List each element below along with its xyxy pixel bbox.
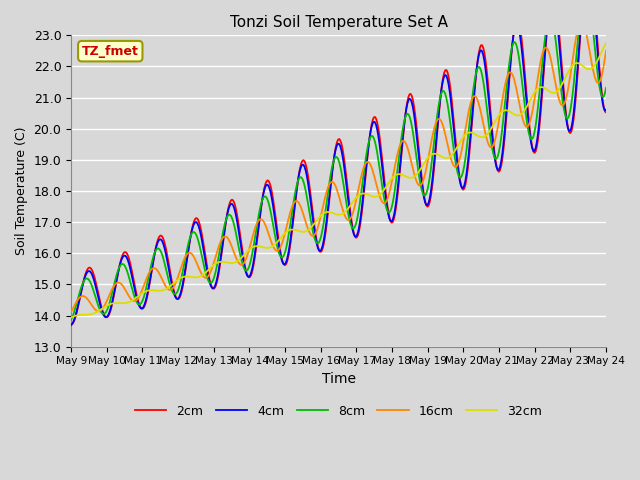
8cm bbox=[602, 85, 610, 91]
Title: Tonzi Soil Temperature Set A: Tonzi Soil Temperature Set A bbox=[230, 15, 447, 30]
32cm bbox=[367, 193, 374, 199]
4cm bbox=[392, 199, 400, 205]
4cm bbox=[553, 17, 561, 23]
16cm bbox=[460, 133, 468, 139]
32cm bbox=[392, 172, 400, 178]
16cm bbox=[67, 309, 75, 315]
32cm bbox=[293, 228, 301, 233]
32cm bbox=[553, 88, 561, 94]
16cm bbox=[553, 88, 561, 94]
4cm bbox=[234, 221, 241, 227]
Text: TZ_fmet: TZ_fmet bbox=[82, 45, 139, 58]
2cm bbox=[67, 322, 75, 328]
8cm bbox=[234, 239, 241, 244]
2cm bbox=[602, 109, 610, 115]
4cm bbox=[460, 183, 468, 189]
32cm bbox=[602, 40, 610, 46]
16cm bbox=[578, 19, 586, 25]
2cm bbox=[460, 186, 468, 192]
Line: 4cm: 4cm bbox=[71, 0, 606, 325]
X-axis label: Time: Time bbox=[322, 372, 356, 386]
8cm bbox=[553, 48, 561, 54]
Line: 32cm: 32cm bbox=[71, 43, 606, 317]
8cm bbox=[293, 182, 301, 188]
16cm bbox=[293, 198, 301, 204]
2cm bbox=[367, 129, 374, 134]
Legend: 2cm, 4cm, 8cm, 16cm, 32cm: 2cm, 4cm, 8cm, 16cm, 32cm bbox=[130, 400, 547, 423]
16cm bbox=[234, 258, 241, 264]
16cm bbox=[392, 157, 400, 163]
2cm bbox=[392, 204, 400, 210]
16cm bbox=[367, 162, 374, 168]
8cm bbox=[367, 134, 374, 140]
4cm bbox=[367, 130, 374, 135]
Line: 2cm: 2cm bbox=[71, 0, 606, 325]
Line: 16cm: 16cm bbox=[71, 22, 606, 312]
4cm bbox=[293, 186, 301, 192]
32cm bbox=[67, 314, 75, 320]
2cm bbox=[553, 7, 561, 13]
32cm bbox=[460, 133, 468, 139]
Y-axis label: Soil Temperature (C): Soil Temperature (C) bbox=[15, 127, 28, 255]
8cm bbox=[392, 178, 400, 183]
2cm bbox=[234, 215, 241, 220]
8cm bbox=[67, 317, 75, 323]
32cm bbox=[234, 258, 241, 264]
2cm bbox=[293, 187, 301, 193]
4cm bbox=[602, 107, 610, 112]
8cm bbox=[460, 163, 468, 169]
4cm bbox=[67, 322, 75, 328]
Line: 8cm: 8cm bbox=[71, 0, 606, 320]
16cm bbox=[602, 48, 610, 54]
